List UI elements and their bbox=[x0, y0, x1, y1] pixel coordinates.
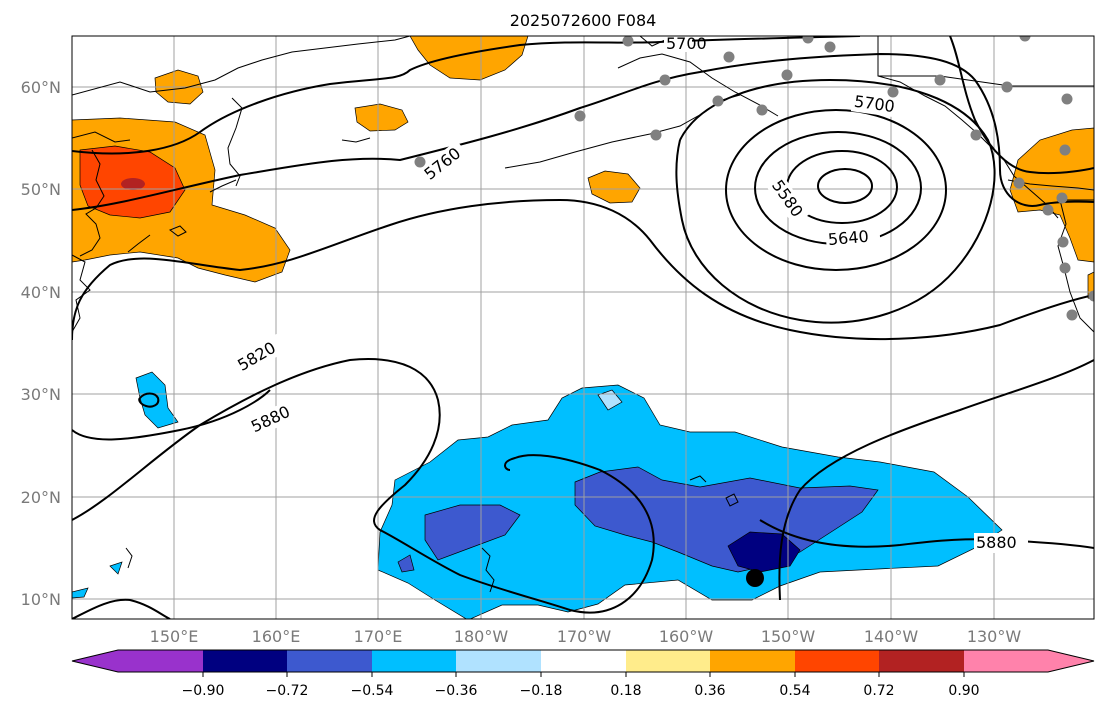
colorbar-extend-high bbox=[1048, 650, 1094, 672]
colorbar-tick-label: 0.90 bbox=[948, 683, 979, 699]
colorbar-tick-label: −0.90 bbox=[182, 683, 225, 699]
contour-label: 5640 bbox=[827, 227, 869, 249]
colorbar-segment bbox=[964, 650, 1048, 672]
lat-tick-label: 40°N bbox=[21, 283, 61, 302]
colorbar-tick-label: 0.36 bbox=[694, 683, 725, 699]
colorbar-tick-label: 0.72 bbox=[863, 683, 894, 699]
contour-label-group: 5700 5700 5760 5580 5640 5820 5880 5880 bbox=[232, 34, 1028, 553]
lon-tick-label: 140°W bbox=[864, 627, 919, 646]
colorbar: −0.90 −0.72 −0.54 −0.36 −0.18 0.18 0.36 … bbox=[71, 649, 1095, 699]
lon-tick-label: 170°W bbox=[557, 627, 612, 646]
lat-tick-label: 60°N bbox=[21, 78, 61, 97]
lat-tick-label: 20°N bbox=[21, 488, 61, 507]
lat-tick-label: 30°N bbox=[21, 385, 61, 404]
contour-label: 5700 bbox=[666, 34, 707, 53]
lon-tick-label: 160°E bbox=[252, 627, 301, 646]
colorbar-tick-label: 0.54 bbox=[779, 683, 810, 699]
colorbar-tick-label: −0.36 bbox=[435, 683, 478, 699]
colorbar-segment bbox=[287, 650, 372, 672]
graticule bbox=[72, 36, 1094, 619]
storm-marker bbox=[746, 569, 764, 587]
station-markers bbox=[414, 36, 1094, 321]
lon-tick-label: 150°E bbox=[150, 627, 199, 646]
colorbar-extend-low bbox=[72, 650, 118, 672]
colorbar-segment bbox=[710, 650, 795, 672]
colorbar-segment bbox=[372, 650, 456, 672]
lon-tick-label: 130°W bbox=[967, 627, 1022, 646]
colorbar-tick-label: −0.72 bbox=[266, 683, 309, 699]
colorbar-segment bbox=[879, 650, 964, 672]
map-area: 5700 5700 5760 5580 5640 5820 5880 5880 bbox=[72, 34, 1094, 619]
lon-tick-label: 180°W bbox=[454, 627, 509, 646]
lat-tick-label: 10°N bbox=[21, 590, 61, 609]
map-title: 2025072600 F084 bbox=[510, 11, 657, 30]
map-frame bbox=[71, 35, 1095, 620]
colorbar-tick-label: 0.18 bbox=[610, 683, 641, 699]
colorbar-segment bbox=[456, 650, 541, 672]
colorbar-tick-label: −0.18 bbox=[520, 683, 563, 699]
colorbar-segment bbox=[795, 650, 879, 672]
latitude-axis: 60°N 50°N 40°N 30°N 20°N 10°N bbox=[21, 78, 61, 609]
colorbar-segment bbox=[541, 650, 626, 672]
colorbar-segment bbox=[118, 650, 203, 672]
lon-tick-label: 170°E bbox=[354, 627, 403, 646]
lat-tick-label: 50°N bbox=[21, 180, 61, 199]
negative-anomaly-fields bbox=[72, 371, 1003, 619]
lon-tick-label: 150°W bbox=[761, 627, 816, 646]
colorbar-segment bbox=[203, 650, 287, 672]
colorbar-segment bbox=[626, 650, 710, 672]
contour-label: 5880 bbox=[976, 533, 1017, 552]
lon-tick-label: 160°W bbox=[659, 627, 714, 646]
longitude-axis: 150°E 160°E 170°E 180°W 170°W 160°W 150°… bbox=[150, 627, 1022, 646]
colorbar-tick-label: −0.54 bbox=[351, 683, 394, 699]
